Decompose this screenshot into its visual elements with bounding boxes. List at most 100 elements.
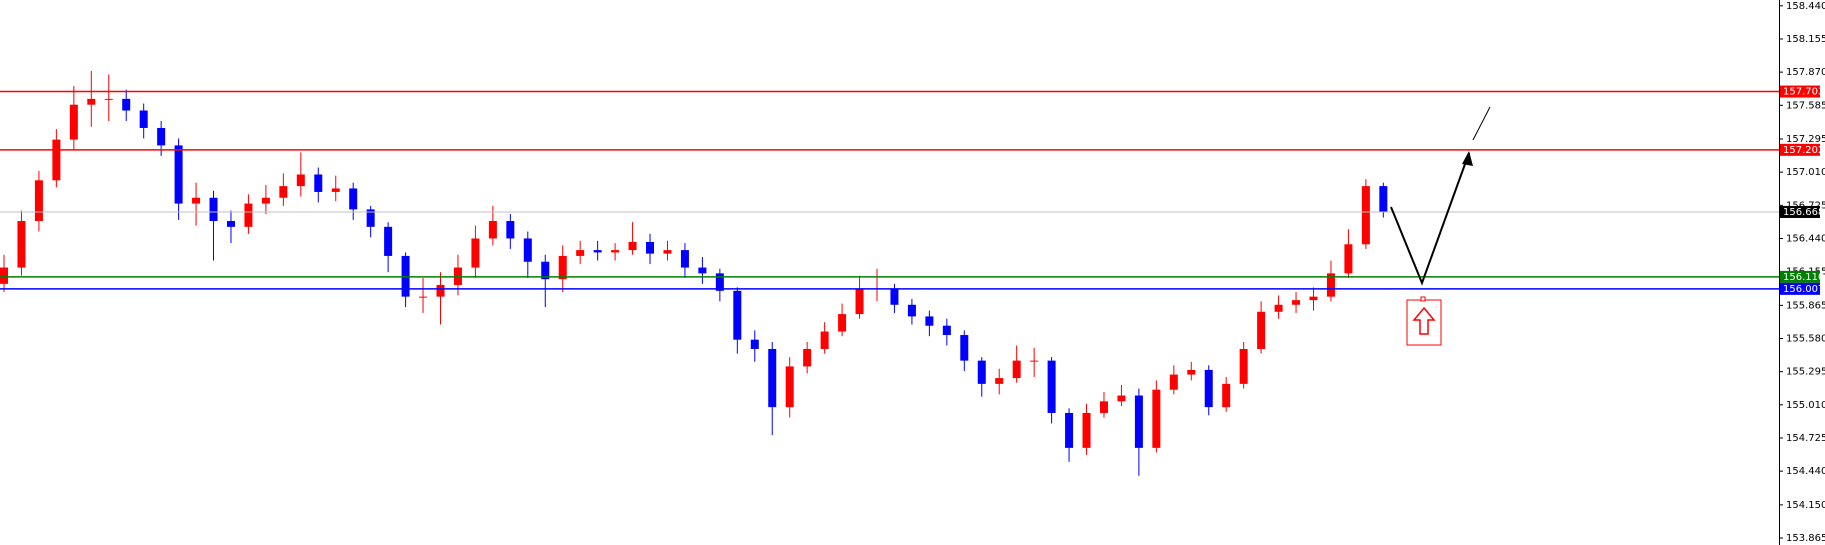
candle-body (52, 139, 61, 181)
y-tick-label: 154.150 (1786, 500, 1825, 511)
buy-signal (1406, 296, 1442, 346)
candle-body (436, 285, 445, 297)
candle-body (1344, 244, 1353, 274)
candle-body (820, 331, 829, 349)
price-badge-label: 156.007 (1783, 284, 1824, 295)
candle-body (593, 250, 602, 253)
candle-body (157, 127, 166, 146)
candle-body (558, 255, 567, 280)
candle-body (174, 145, 183, 204)
candle-body (122, 98, 131, 111)
candle-body (506, 221, 515, 239)
candle-body (1361, 186, 1370, 245)
price-badge (1780, 143, 1820, 156)
candle-body (34, 180, 43, 222)
candle-body (279, 186, 288, 198)
candle-body (855, 288, 864, 315)
price-badge (1780, 205, 1820, 218)
candle-body (768, 348, 777, 408)
forecast-path (1390, 152, 1470, 286)
candle-body (995, 378, 1004, 384)
candle-body (890, 288, 899, 305)
candle-body (471, 238, 480, 268)
candle-body (17, 221, 26, 268)
candle-body (785, 366, 794, 408)
candle-body (977, 360, 986, 384)
candle-body (523, 238, 532, 262)
price-badge (1780, 282, 1820, 295)
candle-body (611, 250, 620, 253)
candle-body (628, 241, 637, 251)
candle-body (960, 335, 969, 361)
candle-body (1274, 304, 1283, 312)
candle-body (349, 188, 358, 210)
candle-body (1065, 412, 1074, 448)
candle-body (69, 104, 78, 140)
candle-body (192, 197, 201, 204)
candle-body (384, 226, 393, 256)
candle-body (244, 203, 253, 227)
candle-body (1082, 412, 1091, 448)
candle-body (803, 348, 812, 367)
candle-body (907, 304, 916, 317)
candle-body (1309, 296, 1318, 301)
candle-body (1292, 300, 1301, 305)
y-tick-label: 154.440 (1786, 466, 1825, 477)
price-badge-label: 156.668 (1783, 207, 1824, 218)
candle-body (226, 221, 235, 227)
price-badge (1780, 270, 1820, 283)
candle-body (1117, 395, 1126, 402)
y-tick-label: 155.865 (1786, 300, 1825, 311)
y-tick-label: 156.440 (1786, 233, 1825, 244)
y-tick-label: 158.155 (1786, 34, 1825, 45)
signal-anchor (1420, 296, 1426, 302)
y-tick-label: 155.295 (1786, 367, 1825, 378)
candle-body (663, 250, 672, 254)
candle-body (1012, 360, 1021, 379)
candle-body (838, 314, 847, 332)
candle-body (1257, 311, 1266, 349)
candle-body (87, 98, 96, 105)
candle-body (296, 174, 305, 187)
candle-body (1134, 395, 1143, 448)
price-badge-label: 156.110 (1783, 272, 1824, 283)
candle-body (646, 241, 655, 254)
candle-body (1099, 401, 1108, 413)
candle-body (1047, 360, 1056, 413)
price-badge (1780, 85, 1820, 98)
candle-body (314, 174, 323, 192)
candle-body (104, 98, 113, 100)
candle-body (1030, 360, 1039, 362)
candle-body (1379, 186, 1388, 212)
candle-body (1152, 389, 1161, 448)
y-tick-label: 156.725 (1786, 200, 1825, 211)
y-tick-label: 155.010 (1786, 400, 1825, 411)
candle-body (1239, 348, 1248, 384)
y-tick-label: 158.440 (1786, 1, 1825, 12)
forecast-arrow (1390, 106, 1491, 286)
price-badge-label: 157.202 (1783, 145, 1824, 156)
candle-body (1326, 273, 1335, 297)
plot-area (0, 70, 1779, 476)
candle-body (750, 339, 759, 349)
candle-body (366, 209, 375, 227)
candle-body (139, 110, 148, 128)
candle-body (488, 221, 497, 239)
price-labels: 158.440 158.155 157.870 157.585 157.295 157.0… (1779, 1, 1825, 544)
candle-body (1187, 369, 1196, 375)
candle-body (1204, 369, 1213, 408)
candle-body (0, 267, 8, 284)
candle-body (715, 273, 724, 291)
candle-body (576, 250, 585, 256)
candle-body (1222, 383, 1231, 408)
y-tick-label: 154.725 (1786, 433, 1825, 444)
y-tick-label: 157.295 (1786, 134, 1825, 145)
y-tick-label: 157.010 (1786, 167, 1825, 178)
candle-body (733, 290, 742, 340)
y-tick-label: 157.870 (1786, 67, 1825, 78)
up-arrow-icon (1412, 306, 1436, 335)
arrow-head (1462, 151, 1473, 166)
candle-body (680, 250, 689, 268)
